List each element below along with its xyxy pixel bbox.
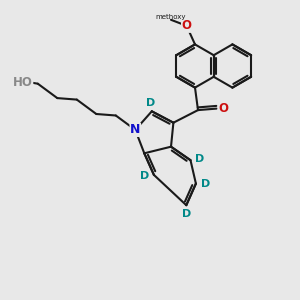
Text: D: D <box>182 209 191 219</box>
Text: HO: HO <box>13 76 33 89</box>
Text: methoxy: methoxy <box>156 14 186 20</box>
Text: D: D <box>140 171 149 182</box>
Text: D: D <box>201 178 210 189</box>
Text: O: O <box>218 102 228 115</box>
Text: D: D <box>195 154 204 164</box>
Text: N: N <box>130 123 140 136</box>
Text: D: D <box>146 98 155 108</box>
Text: O: O <box>182 19 192 32</box>
